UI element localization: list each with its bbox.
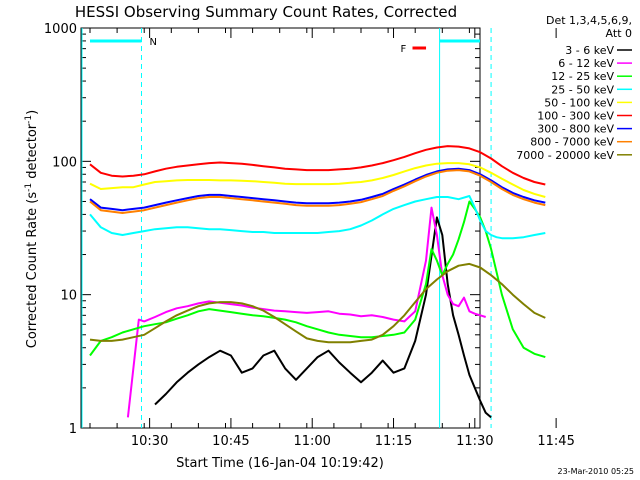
x-tick-label: 10:45 <box>212 434 249 449</box>
legend-label: 12 - 25 keV <box>551 70 614 83</box>
legend-label: 25 - 50 keV <box>551 83 614 96</box>
series-line <box>89 145 546 186</box>
x-tick-label: 11:30 <box>456 434 493 449</box>
x-tick-label: 11:00 <box>293 434 330 449</box>
y-tick-label: 100 <box>52 155 77 170</box>
y-tick-label: 10 <box>60 289 77 304</box>
series-line <box>126 206 486 418</box>
series-line <box>89 169 546 214</box>
legend-header-line-1: Det 1,3,4,5,6,9, <box>546 14 632 27</box>
flare-flag-label: F <box>400 44 406 55</box>
legend-header-line-2: Att 0 <box>606 27 632 40</box>
plot-area: 1 10 100 1000 10:30 10:45 11:00 11:15 11:30 11:45… <box>44 22 575 449</box>
legend-label: 50 - 100 keV <box>544 96 614 109</box>
y-tick-label: 1 <box>69 422 77 437</box>
legend-label: 7000 - 20000 keV <box>516 149 614 162</box>
series-line <box>89 195 546 240</box>
y-axis-label: Corrected Count Rate (s-1 detector-1) <box>24 110 40 348</box>
legend-label: 100 - 300 keV <box>537 110 614 123</box>
x-tick-label: 10:30 <box>131 434 168 449</box>
series-line <box>89 167 546 212</box>
legend-label: 3 - 6 keV <box>565 44 614 57</box>
legend-label: 300 - 800 keV <box>537 123 614 136</box>
legend-label: 800 - 7000 keV <box>530 136 614 149</box>
series-line <box>89 200 546 359</box>
x-tick-label: 11:45 <box>537 434 574 449</box>
series-line <box>154 216 492 419</box>
y-tick-label: 1000 <box>44 22 77 37</box>
series-line <box>89 162 546 198</box>
x-tick-label: 11:15 <box>375 434 412 449</box>
night-flag-label: N <box>149 37 156 48</box>
plot-frame <box>80 27 481 429</box>
x-axis-label: Start Time (16-Jan-04 10:19:42) <box>176 456 384 471</box>
timestamp: 23-Mar-2010 05:25 <box>558 467 635 476</box>
chart-title: HESSI Observing Summary Count Rates, Cor… <box>75 3 457 21</box>
series-line <box>89 262 546 344</box>
legend-label: 6 - 12 keV <box>558 57 614 70</box>
